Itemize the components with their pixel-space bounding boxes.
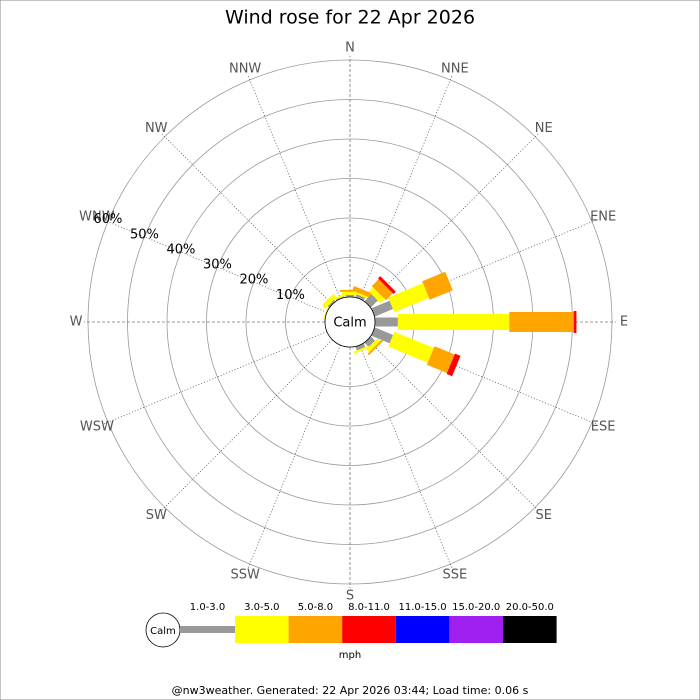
legend-label: 3.0-5.0 [244,602,279,613]
bar-segment [509,312,574,332]
direction-label: S [346,589,354,604]
direction-label: NNW [229,61,261,76]
bar-segment [335,296,345,301]
legend-label: 5.0-8.0 [298,602,333,613]
spoke [247,344,341,568]
bar-segment [327,299,336,308]
r-tick-label: 50% [130,227,159,242]
spoke [359,344,453,568]
bar-segment [388,331,434,363]
spoke [104,219,328,313]
bar-segment [367,339,384,356]
direction-label: SW [146,508,167,523]
bar-segment [322,304,330,320]
unit-label: mph [339,650,361,661]
legend-swatch [235,616,289,643]
direction-label: ESE [591,419,616,434]
bar-segment [355,294,365,301]
legend-label: 1.0-3.0 [190,602,225,613]
legend-swatch [180,626,235,633]
bar-segment [573,311,577,333]
direction-label: NE [535,121,553,136]
legend-calm-label: Calm [150,626,176,637]
direction-bars [371,327,461,377]
bar-segment [397,314,510,330]
legend-swatch [395,616,450,643]
direction-label: N [345,41,355,56]
bar-segment [422,271,453,300]
bar-segment [366,338,381,353]
footer: @nw3weather. Generated: 22 Apr 2026 03:4… [172,684,529,697]
bar-segment [331,292,348,301]
calm-circle [324,296,376,348]
bar-segment [353,345,370,354]
chart-title: Wind rose for 22 Apr 2026 [225,7,475,29]
direction-label: WSW [80,419,114,434]
direction-bars [352,285,373,301]
r-tick-label: 60% [93,212,122,227]
direction-label: SSE [442,568,467,583]
spoke [372,331,596,425]
bar-segment [355,343,366,351]
bar-segment [388,283,430,313]
spoke [247,76,341,300]
direction-bars [375,311,577,333]
r-tick-label: 30% [203,258,232,273]
direction-label: NNE [441,61,469,76]
direction-label: SSW [230,568,260,583]
bar-segment [369,287,385,303]
bar-segment [321,293,337,309]
bar-segment [446,353,461,377]
spoke [367,339,539,511]
legend-label: 11.0-15.0 [399,602,447,613]
bar-segment [375,317,398,327]
legend-swatch [503,616,557,643]
direction-label: SE [536,508,552,523]
bar-segment [371,300,394,317]
direction-bars [364,336,384,356]
direction-bars [321,293,337,309]
legend-label: 20.0-50.0 [506,602,554,613]
direction-bars [331,292,348,301]
spoke [359,76,453,300]
legend-label: 15.0-20.0 [452,602,500,613]
bar-segment [345,295,355,297]
direction-label: ENE [590,210,616,225]
direction-label: W [70,315,83,330]
r-tick-label: 20% [239,273,268,288]
calm-label: Calm [333,316,366,331]
bar-segment [353,291,369,300]
spoke [104,331,328,425]
r-tick-label: 10% [276,288,305,303]
legend-swatch [449,616,503,643]
r-tick-label: 40% [166,242,195,257]
spoke [161,339,333,511]
spoke [367,133,539,305]
bar-segment [352,285,373,298]
direction-label: NW [145,121,168,136]
bar-segment [378,276,396,294]
direction-bars [322,304,330,320]
direction-label: E [620,315,628,330]
bar-segment [364,336,376,348]
bar-segment [426,346,455,374]
spoke [161,133,333,305]
direction-bars [353,343,370,354]
bar-segment [371,327,394,344]
direction-bars [371,271,453,317]
legend-label: 8.0-11.0 [348,602,390,613]
direction-bars [364,276,396,308]
direction-label: WNW [79,210,115,225]
bar-segment [371,279,393,301]
legend-swatch [342,616,396,643]
legend-swatch [288,616,343,643]
spoke [372,219,596,313]
